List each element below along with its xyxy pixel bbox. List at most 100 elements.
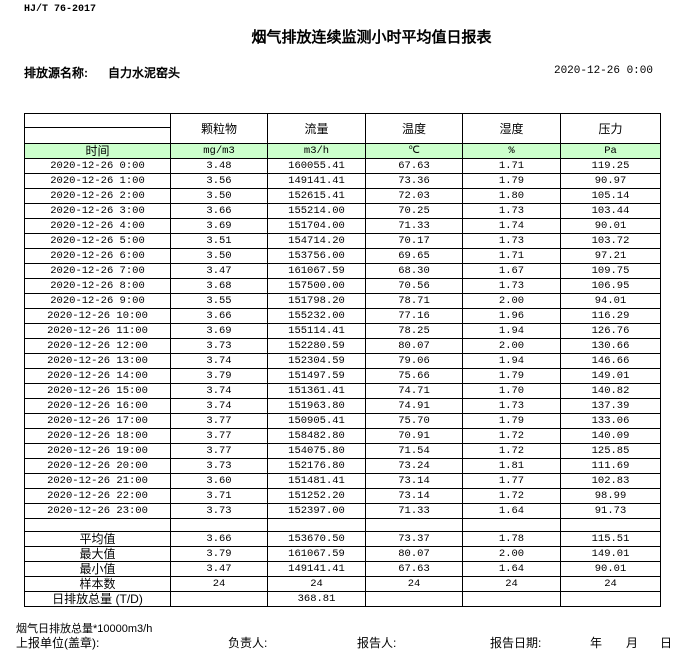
value-cell: 1.73 xyxy=(462,233,561,249)
table-row: 2020-12-26 22:00 3.71 151252.20 73.14 1.72 98… xyxy=(24,488,661,504)
value-cell: 105.14 xyxy=(560,188,661,204)
source-value: 自力水泥窑头 xyxy=(108,66,181,80)
table-row: 2020-12-26 19:00 3.77 154075.80 71.54 1.72 12… xyxy=(24,443,661,459)
table-row: 2020-12-26 14:00 3.79 151497.59 75.66 1.79 14… xyxy=(24,368,661,384)
value-cell: 161067.59 xyxy=(267,546,366,562)
value-cell: 154714.20 xyxy=(267,233,366,249)
value-cell: 1.79 xyxy=(462,413,561,429)
row-label: 2020-12-26 21:00 xyxy=(24,473,171,489)
row-label: 2020-12-26 7:00 xyxy=(24,263,171,279)
value-cell: 1.71 xyxy=(462,248,561,264)
row-label: 2020-12-26 9:00 xyxy=(24,293,171,309)
value-cell: 73.37 xyxy=(365,531,463,547)
value-cell: 1.79 xyxy=(462,173,561,189)
value-cell: 151361.41 xyxy=(267,383,366,399)
value-cell: 140.09 xyxy=(560,428,661,444)
value-cell: 1.73 xyxy=(462,203,561,219)
value-cell: 3.79 xyxy=(170,368,268,384)
value-cell: 1.79 xyxy=(462,368,561,384)
value-cell: 73.14 xyxy=(365,473,463,489)
value-cell: 3.77 xyxy=(170,428,268,444)
value-cell: 149.01 xyxy=(560,546,661,562)
table-row: 2020-12-26 0:00 3.48 160055.41 67.63 1.71 119… xyxy=(24,158,661,174)
col-header: 湿度 xyxy=(462,113,561,144)
year-label: 年 xyxy=(590,636,603,650)
value-cell: 3.79 xyxy=(170,546,268,562)
value-cell: 119.25 xyxy=(560,158,661,174)
row-label: 2020-12-26 4:00 xyxy=(24,218,171,234)
value-cell: 155232.00 xyxy=(267,308,366,324)
value-cell: 3.47 xyxy=(170,561,268,577)
header-row: 颗粒物 流量 温度 湿度 压力 xyxy=(24,113,661,144)
footer-note: 烟气日排放总量*10000m3/h xyxy=(16,623,153,635)
unit-label: 上报单位(盖章): xyxy=(16,636,100,650)
time-label: 时间 xyxy=(24,143,171,159)
row-label: 2020-12-26 3:00 xyxy=(24,203,171,219)
value-cell: 102.83 xyxy=(560,473,661,489)
value-cell: 106.95 xyxy=(560,278,661,294)
value-cell: 70.25 xyxy=(365,203,463,219)
row-label: 2020-12-26 16:00 xyxy=(24,398,171,414)
row-label: 2020-12-26 12:00 xyxy=(24,338,171,354)
value-cell: 80.07 xyxy=(365,338,463,354)
value-cell: 71.54 xyxy=(365,443,463,459)
value-cell: 152304.59 xyxy=(267,353,366,369)
value-cell: 3.66 xyxy=(170,203,268,219)
report-date-label: 报告日期: xyxy=(490,636,542,650)
value-cell: 103.44 xyxy=(560,203,661,219)
value-cell: 149.01 xyxy=(560,368,661,384)
value-cell: 1.94 xyxy=(462,353,561,369)
value-cell: 151704.00 xyxy=(267,218,366,234)
row-label: 最小值 xyxy=(24,561,171,577)
row-label: 2020-12-26 11:00 xyxy=(24,323,171,339)
value-cell: 1.73 xyxy=(462,278,561,294)
row-label: 2020-12-26 15:00 xyxy=(24,383,171,399)
value-cell: 1.77 xyxy=(462,473,561,489)
value-cell: 115.51 xyxy=(560,531,661,547)
value-cell: 161067.59 xyxy=(267,263,366,279)
value-cell: 140.82 xyxy=(560,383,661,399)
value-cell: 3.48 xyxy=(170,158,268,174)
value-cell xyxy=(170,518,268,532)
value-cell: 155114.41 xyxy=(267,323,366,339)
row-label: 最大值 xyxy=(24,546,171,562)
value-cell: 1.70 xyxy=(462,383,561,399)
corner-cell xyxy=(24,113,171,144)
standard-code: HJ/T 76-2017 xyxy=(24,4,97,15)
value-cell: 152176.80 xyxy=(267,458,366,474)
table-row: 2020-12-26 6:00 3.50 153756.00 69.65 1.71 97.… xyxy=(24,248,661,264)
value-cell: 3.71 xyxy=(170,488,268,504)
value-cell: 73.24 xyxy=(365,458,463,474)
value-cell: 149141.41 xyxy=(267,561,366,577)
col-header: 流量 xyxy=(267,113,366,144)
value-cell: 3.47 xyxy=(170,263,268,279)
row-label: 日排放总量 (T/D) xyxy=(24,591,171,607)
value-cell: 1.81 xyxy=(462,458,561,474)
row-label: 2020-12-26 20:00 xyxy=(24,458,171,474)
month-label: 月 xyxy=(626,636,639,650)
table-row: 2020-12-26 20:00 3.73 152176.80 73.24 1.81 11… xyxy=(24,458,661,474)
value-cell: 1.72 xyxy=(462,488,561,504)
value-cell: 3.77 xyxy=(170,443,268,459)
value-cell: 109.75 xyxy=(560,263,661,279)
value-cell: 1.74 xyxy=(462,218,561,234)
value-cell: 90.97 xyxy=(560,173,661,189)
value-cell: 111.69 xyxy=(560,458,661,474)
value-cell: 77.16 xyxy=(365,308,463,324)
unit-cell: % xyxy=(462,143,561,159)
value-cell: 151798.20 xyxy=(267,293,366,309)
value-cell: 3.55 xyxy=(170,293,268,309)
value-cell: 3.74 xyxy=(170,383,268,399)
value-cell: 1.71 xyxy=(462,158,561,174)
col-header: 温度 xyxy=(365,113,463,144)
table-row: 2020-12-26 7:00 3.47 161067.59 68.30 1.67 109… xyxy=(24,263,661,279)
value-cell: 1.64 xyxy=(462,561,561,577)
table-row: 2020-12-26 17:00 3.77 150905.41 75.70 1.79 13… xyxy=(24,413,661,429)
value-cell: 158482.80 xyxy=(267,428,366,444)
value-cell: 75.70 xyxy=(365,413,463,429)
value-cell: 72.03 xyxy=(365,188,463,204)
table-row: 2020-12-26 16:00 3.74 151963.80 74.91 1.73 13… xyxy=(24,398,661,414)
value-cell: 1.94 xyxy=(462,323,561,339)
value-cell: 73.14 xyxy=(365,488,463,504)
value-cell: 155214.00 xyxy=(267,203,366,219)
